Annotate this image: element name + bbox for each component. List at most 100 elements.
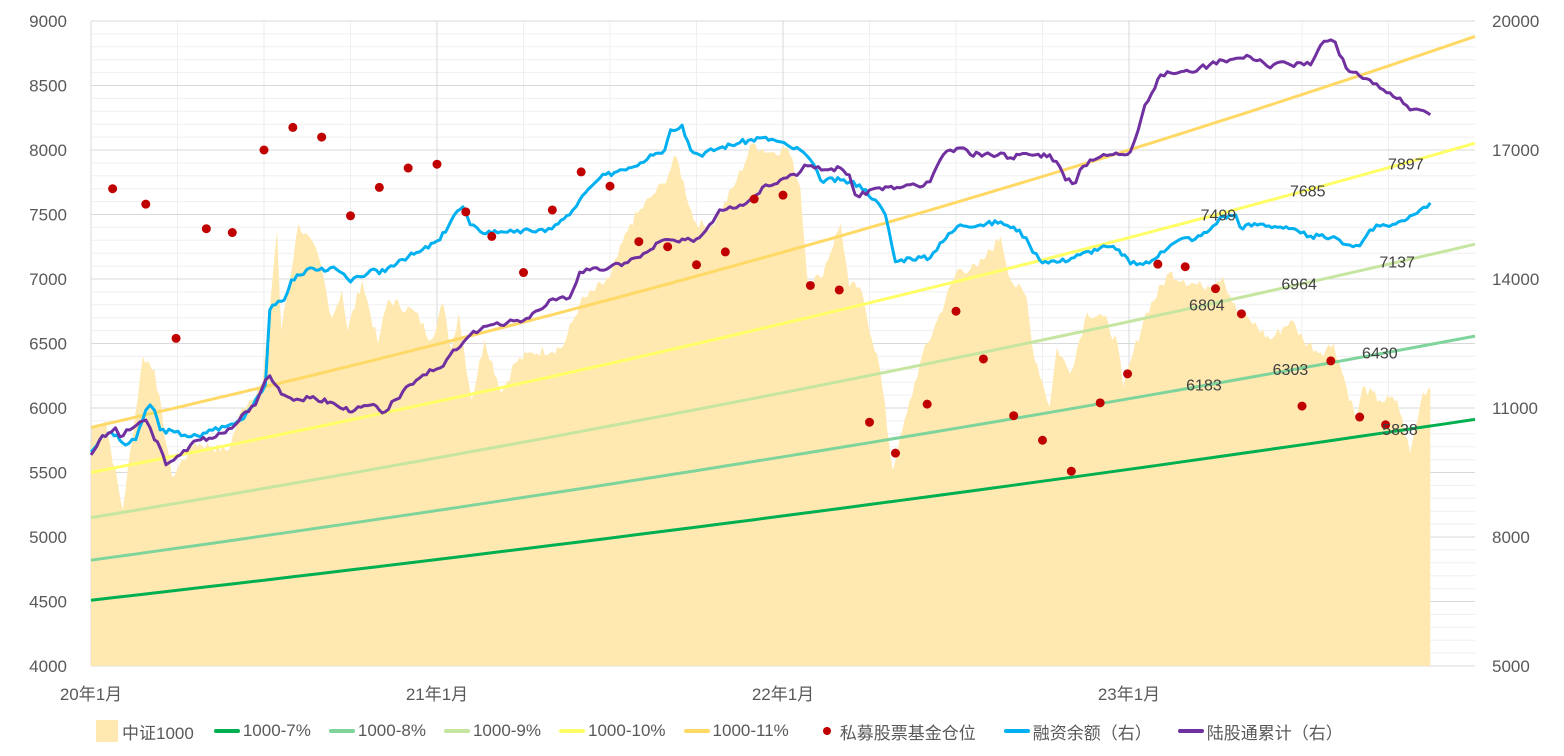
private-fund-position-dot xyxy=(317,132,327,142)
private-fund-position-dot xyxy=(1355,412,1365,422)
right-axis-tick-label: 5000 xyxy=(1492,657,1530,676)
legend-swatch xyxy=(213,729,240,733)
trend-line-trend_10 xyxy=(90,141,1476,474)
private-fund-position-dot xyxy=(171,333,181,343)
private-fund-position-dot xyxy=(1123,369,1133,379)
legend-label: 1000-11% xyxy=(712,721,789,740)
private-fund-position-dot xyxy=(1211,284,1220,294)
left-axis-tick-label: 4500 xyxy=(29,593,67,612)
trend-line-trend_7 xyxy=(90,417,1476,602)
x-axis-tick-label: 23年1月 xyxy=(1098,685,1160,704)
private-fund-position-dot xyxy=(547,205,557,215)
legend-label: 1000-10% xyxy=(588,721,666,740)
private-fund-position-dot xyxy=(141,199,151,209)
private-fund-position-dot xyxy=(288,122,298,132)
legend-swatch xyxy=(683,729,710,733)
private-fund-position-dot xyxy=(634,237,644,247)
private-fund-position-dot xyxy=(576,167,586,177)
legend-item: 中证1000 xyxy=(96,719,194,744)
legend-label: 中证1000 xyxy=(122,723,194,743)
left-axis-tick-label: 4000 xyxy=(29,657,67,676)
private-fund-position-dot xyxy=(1297,401,1307,411)
x-axis-tick-label: 21年1月 xyxy=(406,685,468,704)
private-fund-position-dot xyxy=(922,399,932,409)
trend-value-label: 6804 xyxy=(1189,297,1225,314)
private-fund-position-dot xyxy=(890,448,900,458)
private-fund-position-dot xyxy=(461,207,471,217)
private-fund-position-dot xyxy=(519,268,528,278)
right-axis-tick-label: 17000 xyxy=(1492,141,1539,160)
x-axis-tick-label: 20年1月 xyxy=(60,685,122,704)
left-axis-tick-label: 5500 xyxy=(29,464,67,483)
legend-swatch xyxy=(559,729,586,733)
private-fund-position-dot xyxy=(403,163,413,173)
trend-value-label: 7685 xyxy=(1290,184,1326,201)
legend-label: 私募股票基金仓位 xyxy=(839,723,976,743)
legend: 中证1000 1000-7% 1000-8% 1000-9% 1000-10% 1000-… xyxy=(96,718,1343,744)
trend-value-label: 7499 xyxy=(1201,208,1237,225)
private-fund-position-dot xyxy=(1180,262,1190,272)
legend-swatch xyxy=(1177,729,1204,733)
right-axis-tick-label: 14000 xyxy=(1492,270,1539,289)
left-axis-tick-label: 6500 xyxy=(29,335,67,354)
x-axis-tick-label: 22年1月 xyxy=(752,685,814,704)
margin-balance-line xyxy=(89,123,1432,453)
private-fund-position-dot xyxy=(605,181,615,191)
legend-item: 1000-8% xyxy=(328,721,426,741)
legend-label: 1000-8% xyxy=(357,721,426,740)
private-fund-position-dot xyxy=(805,280,815,290)
trend-line-trend_9 xyxy=(90,242,1476,520)
legend-swatch xyxy=(96,720,118,742)
private-fund-position-dot xyxy=(1095,398,1105,408)
private-fund-position-dot xyxy=(1153,259,1163,269)
index-area-series xyxy=(91,143,1431,666)
trend-line-trend_11 xyxy=(90,34,1476,429)
left-axis-tick-label: 8000 xyxy=(29,141,67,160)
legend-label: 1000-7% xyxy=(242,721,311,740)
private-fund-position-dot xyxy=(1009,411,1019,421)
private-fund-position-dot xyxy=(663,242,673,252)
trend-value-label: 5838 xyxy=(1382,422,1418,439)
legend-label: 融资余额（右） xyxy=(1032,723,1152,743)
private-fund-position-dot xyxy=(978,354,988,364)
private-fund-position-dot xyxy=(720,247,730,257)
legend-label: 陆股通累计（右） xyxy=(1206,723,1343,743)
private-fund-position-dot xyxy=(951,306,961,316)
private-fund-position-dot xyxy=(1381,420,1391,430)
northbound-cumulative-line xyxy=(89,38,1432,467)
private-fund-position-dot xyxy=(487,231,497,241)
legend-label: 1000-9% xyxy=(472,721,542,740)
legend-swatch xyxy=(1003,729,1030,733)
legend-swatch xyxy=(328,729,355,733)
right-axis-tick-label: 20000 xyxy=(1492,12,1539,31)
trend-value-label: 6430 xyxy=(1362,346,1398,363)
private-fund-position-dot xyxy=(778,190,788,200)
right-axis-tick-label: 8000 xyxy=(1492,528,1530,547)
trend-value-label: 6303 xyxy=(1273,362,1309,379)
left-axis-tick-label: 7500 xyxy=(29,206,67,225)
legend-item: 1000-7% xyxy=(213,721,311,741)
legend-item: 陆股通累计（右） xyxy=(1177,719,1343,744)
private-fund-position-dot xyxy=(1326,356,1336,366)
private-fund-position-dot xyxy=(227,228,237,238)
private-fund-position-dot xyxy=(1236,309,1246,319)
left-axis-tick-label: 8500 xyxy=(29,77,67,96)
right-axis-tick-label: 11000 xyxy=(1492,399,1538,418)
left-axis-tick-label: 6000 xyxy=(29,399,67,418)
legend-item: 私募股票基金仓位 xyxy=(817,719,976,744)
private-fund-position-dot xyxy=(1038,435,1047,445)
trend-value-label: 6964 xyxy=(1281,277,1317,294)
legend-item: 1000-9% xyxy=(443,721,542,741)
legend-swatch xyxy=(822,727,831,735)
left-axis-tick-label: 9000 xyxy=(29,12,67,31)
trend-value-label: 7137 xyxy=(1379,254,1415,271)
private-fund-position-dot xyxy=(201,224,211,234)
legend-item: 融资余额（右） xyxy=(1003,719,1152,744)
private-fund-position-dot xyxy=(749,194,759,204)
private-fund-position-dot xyxy=(865,417,874,427)
left-axis-tick-label: 7000 xyxy=(29,270,67,289)
private-fund-position-dot xyxy=(834,285,844,295)
trend-value-label: 7897 xyxy=(1388,156,1424,173)
legend-swatch xyxy=(443,729,470,733)
private-fund-position-dot xyxy=(374,182,384,192)
